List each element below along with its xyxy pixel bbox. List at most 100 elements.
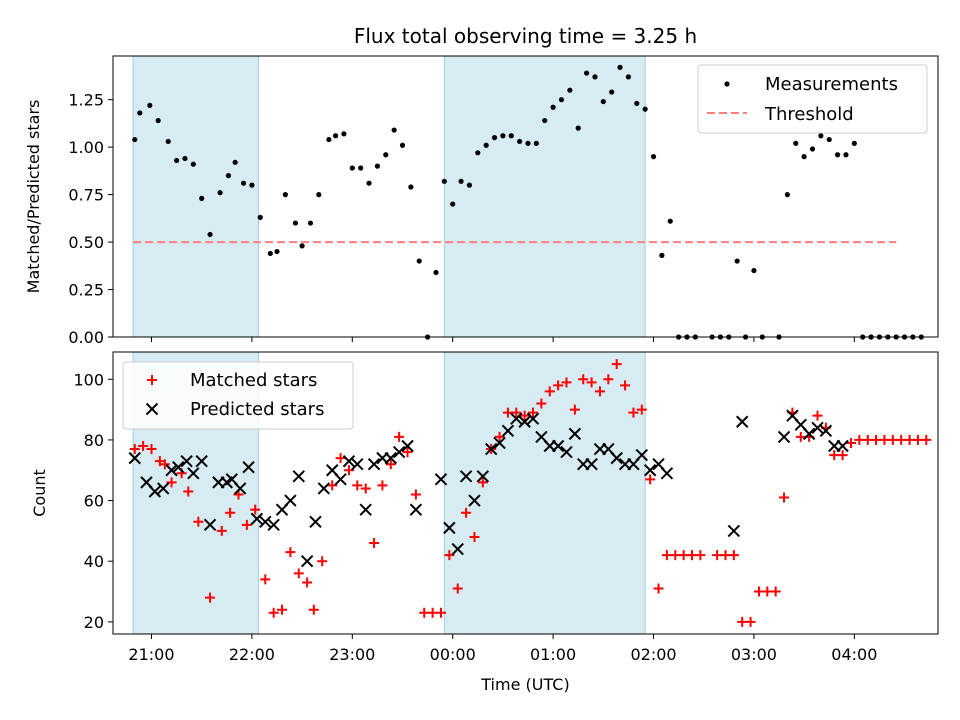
measurement-point bbox=[199, 195, 205, 201]
y-tick-label: 0.50 bbox=[68, 233, 104, 252]
predicted-star-point bbox=[476, 470, 490, 483]
matched-star-point bbox=[670, 550, 681, 561]
predicted-star-point bbox=[736, 415, 749, 428]
predicted-star-point bbox=[342, 454, 356, 468]
legend-box bbox=[697, 64, 928, 134]
measurement-point bbox=[182, 155, 188, 162]
measurement-point bbox=[299, 243, 305, 249]
matched-star-point bbox=[427, 607, 438, 618]
matched-star-point bbox=[871, 434, 882, 445]
y-tick-label: 60 bbox=[84, 492, 104, 511]
predicted-star-point bbox=[451, 542, 464, 556]
matched-star-point bbox=[795, 431, 806, 442]
predicted-star-point bbox=[165, 464, 178, 477]
measurement-point bbox=[609, 89, 615, 95]
matched-star-point bbox=[268, 607, 279, 618]
measurement-point bbox=[416, 258, 422, 264]
measurement-point bbox=[267, 250, 273, 257]
measurement-point bbox=[383, 152, 389, 158]
predicted-star-point bbox=[128, 451, 141, 465]
y-tick-label: 80 bbox=[84, 431, 104, 450]
measurement-point bbox=[667, 218, 673, 224]
measurement-point bbox=[583, 70, 590, 76]
matched-star-point bbox=[293, 568, 304, 579]
measurement-point bbox=[399, 142, 406, 148]
measurement-point bbox=[500, 133, 506, 139]
bottom-panel-count-plot: 20 40 60 80 100 21:00 22:00 23:00 00:00 01:00 02:… bbox=[30, 351, 939, 694]
x-tick-label: 03:00 bbox=[731, 645, 777, 664]
x-tick-label: 02:00 bbox=[630, 645, 676, 664]
measurement-point bbox=[391, 127, 397, 133]
legend-marker-measurements bbox=[724, 81, 730, 87]
top-y-ticks: 0.00 0.25 0.50 0.75 1.00 1.25 bbox=[68, 91, 113, 347]
predicted-star-point bbox=[484, 442, 498, 456]
measurement-point bbox=[240, 180, 247, 186]
matched-star-point bbox=[569, 404, 580, 415]
measurement-point bbox=[155, 117, 161, 124]
matched-star-point bbox=[779, 492, 790, 503]
measurement-point bbox=[207, 231, 213, 238]
measurement-point bbox=[190, 161, 196, 167]
matched-star-point bbox=[661, 550, 672, 561]
measurement-point bbox=[483, 142, 489, 148]
measurement-point bbox=[147, 102, 153, 108]
measurement-point bbox=[575, 125, 581, 131]
measurement-point bbox=[617, 64, 623, 70]
measurement-point bbox=[525, 140, 531, 146]
predicted-star-point bbox=[777, 430, 791, 444]
predicted-star-point bbox=[367, 457, 381, 471]
matched-star-point bbox=[444, 550, 455, 561]
predicted-star-point bbox=[309, 515, 322, 529]
measurement-point bbox=[642, 106, 648, 112]
measurement-point bbox=[734, 258, 740, 264]
predicted-star-point bbox=[300, 555, 314, 568]
top-y-axis-label: Matched/Predicted stars bbox=[24, 100, 43, 294]
top-x-ticks bbox=[150, 337, 855, 342]
matched-star-point bbox=[586, 377, 597, 388]
predicted-star-point bbox=[560, 445, 573, 459]
matched-star-point bbox=[435, 607, 446, 618]
bottom-y-axis-label: Count bbox=[30, 469, 49, 517]
top-axes-frame bbox=[112, 55, 939, 338]
predicted-star-point bbox=[148, 485, 162, 498]
matched-star-point bbox=[904, 434, 915, 445]
matched-star-point bbox=[308, 604, 319, 615]
matched-star-point bbox=[594, 386, 605, 397]
bottom-y-ticks: 20 40 60 80 100 bbox=[73, 370, 113, 632]
matched-star-point bbox=[402, 447, 413, 458]
matched-star-point bbox=[611, 359, 622, 370]
bottom-x-ticks: 21:00 22:00 23:00 00:00 01:00 02:00 03:00 04:00 bbox=[128, 634, 877, 664]
matched-star-point bbox=[561, 377, 572, 388]
measurement-point bbox=[508, 133, 514, 139]
predicted-star-point bbox=[359, 503, 372, 516]
matched-star-point bbox=[653, 583, 664, 594]
predicted-star-point bbox=[610, 451, 623, 465]
matched-star-point bbox=[728, 550, 739, 561]
measurement-point bbox=[843, 152, 849, 158]
matched-star-point bbox=[360, 483, 371, 494]
measurement-point bbox=[249, 182, 255, 188]
predicted-star-point bbox=[156, 482, 170, 495]
predicted-star-point bbox=[493, 436, 506, 450]
top-legend: Measurements Threshold bbox=[697, 64, 928, 134]
matched-star-point bbox=[553, 380, 564, 391]
measurement-point bbox=[542, 117, 548, 124]
matched-star-point bbox=[829, 450, 840, 461]
predicted-star-point bbox=[409, 503, 423, 516]
matched-star-point bbox=[854, 434, 865, 445]
predicted-star-point bbox=[392, 445, 406, 459]
matched-star-point bbox=[620, 380, 631, 391]
measurement-point bbox=[818, 133, 824, 139]
chart-title: Flux total observing time = 3.25 h bbox=[354, 24, 697, 48]
measurement-point bbox=[826, 136, 832, 143]
matched-star-point bbox=[193, 516, 204, 527]
measurement-point bbox=[458, 178, 464, 184]
measurement-point bbox=[292, 220, 299, 226]
predicted-star-point bbox=[802, 427, 816, 441]
predicted-star-point bbox=[526, 412, 540, 425]
matched-star-point bbox=[205, 592, 216, 603]
measurement-point bbox=[257, 214, 263, 220]
y-tick-label: 100 bbox=[73, 370, 104, 389]
measurement-point bbox=[225, 173, 232, 179]
matched-star-point bbox=[260, 574, 271, 585]
